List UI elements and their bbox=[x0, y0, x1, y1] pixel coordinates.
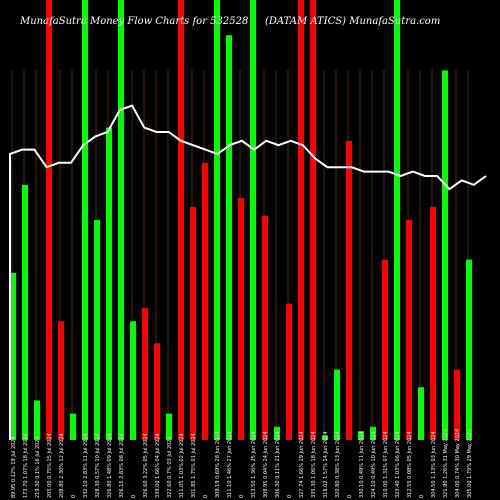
bar-green bbox=[393, 0, 400, 440]
x-tick-label: 330.10 0.49% 11 Jun 2024 bbox=[359, 431, 365, 498]
bar-red bbox=[45, 0, 52, 440]
x-tick-label: 327.74 1.66% 19 Jun 2024 bbox=[299, 431, 305, 498]
bar-red bbox=[141, 308, 148, 440]
bar-red bbox=[285, 303, 292, 440]
x-tick-label: 89.95 0.12% 19 Jul 2024 bbox=[11, 436, 17, 498]
bar-green bbox=[105, 127, 112, 440]
x-tick-label: 326.15 2.83% 08 Jul 2024 bbox=[119, 433, 125, 498]
x-tick-label: 0 bbox=[203, 495, 209, 498]
x-tick-label: 311.10 1.46% 27 Jun 2024 bbox=[227, 431, 233, 498]
x-tick-label: 326.80 1.48% 09 Jul 2024 bbox=[107, 433, 113, 498]
bar-red bbox=[177, 0, 184, 440]
bar-green bbox=[369, 426, 376, 440]
bar-green bbox=[225, 35, 232, 440]
x-tick-label: 309.19 0.69% 28 Jun 2024 bbox=[215, 431, 221, 498]
bar-green bbox=[21, 184, 28, 440]
bar-red bbox=[297, 0, 304, 440]
bar-green bbox=[321, 435, 328, 440]
x-tick-label: 0 bbox=[419, 495, 425, 498]
x-tick-label: 173.70 1.07% 18 Jul 2024 bbox=[23, 433, 29, 498]
bar-green bbox=[165, 413, 172, 440]
bar-red bbox=[237, 198, 244, 440]
x-tick-labels: 89.95 0.12% 19 Jul 2024 173.70 1.07% 18 J… bbox=[11, 429, 473, 498]
x-tick-label: 312.55 0.08% 05 Jun 2024 bbox=[407, 431, 413, 498]
x-tick-label: 304.00 0.74% 30 May 2024 bbox=[455, 429, 461, 498]
bar-green bbox=[357, 431, 364, 440]
bar-green bbox=[465, 259, 472, 440]
x-tick-label: 328.30 0.57% 10 Jul 2024 bbox=[95, 433, 101, 498]
bar-series bbox=[10, 0, 472, 441]
bar-red bbox=[201, 162, 208, 441]
x-tick-label: 324.10 0.49% 10 Jun 2024 bbox=[371, 431, 377, 498]
bar-red bbox=[153, 343, 160, 440]
x-tick-label: 0 bbox=[239, 495, 245, 498]
x-tick-label: 205.00 0.75% 15 Jul 2024 bbox=[47, 433, 53, 498]
x-tick-label: 306.30 0.11% 21 Jun 2024 bbox=[275, 431, 281, 498]
bar-red bbox=[189, 206, 196, 440]
bar-green bbox=[69, 413, 76, 440]
x-tick-label: 0 bbox=[347, 495, 353, 498]
bar-green bbox=[417, 387, 424, 440]
bar-red bbox=[57, 321, 64, 440]
bar-green bbox=[273, 426, 280, 440]
x-tick-label: 335.30 1.06% 18 Jun 2024 bbox=[311, 431, 317, 498]
x-tick-label: 301.85 1.75% 01 Jul 2024 bbox=[191, 433, 197, 498]
x-tick-label: 0 bbox=[287, 495, 293, 498]
x-tick-label: 332.10 2.83% 11 Jul 2024 bbox=[83, 433, 89, 498]
bar-green bbox=[129, 321, 136, 440]
x-tick-label: 208.80 2.30% 12 Jul 2024 bbox=[59, 433, 65, 498]
x-tick-label: 323.40 1.03% 06 Jun 2024 bbox=[395, 431, 401, 498]
bar-green bbox=[333, 369, 340, 440]
x-tick-label: 313.50 1.36% 25 Jun 2024 bbox=[251, 431, 257, 498]
x-tick-label: 305.00 1.79% 29 May 2024 bbox=[467, 429, 473, 498]
x-tick-label: 326.60 3.22% 05 Jul 2024 bbox=[143, 433, 149, 498]
bar-green bbox=[441, 70, 448, 441]
bar-green bbox=[33, 400, 40, 440]
bar-red bbox=[309, 0, 316, 440]
bar-red bbox=[261, 215, 268, 440]
bar-red bbox=[345, 140, 352, 441]
x-tick-label: 318.02 1.57% 14 Jun 2024 bbox=[323, 431, 329, 498]
x-tick-label: 339.00 1.66% 04 Jul 2024 bbox=[155, 433, 161, 498]
x-tick-label: 219.30 0.1% 16 Jul 2024 bbox=[35, 436, 41, 498]
bar-green bbox=[81, 0, 88, 440]
bar-red bbox=[429, 206, 436, 440]
bar-red bbox=[453, 369, 460, 440]
bar-green bbox=[117, 0, 124, 440]
bar-green bbox=[213, 0, 220, 440]
x-tick-label: 0 bbox=[131, 495, 137, 498]
x-tick-label: 0 bbox=[71, 495, 77, 498]
chart-title-right: (DATAM ATICS) MunafaSutra.com bbox=[265, 16, 440, 27]
money-flow-line bbox=[9, 104, 487, 440]
chart-title-left: MunafaSutra Money Flow Charts for 532528 bbox=[19, 16, 248, 27]
x-tick-label: 321.90 1.26% 31 May 2024 bbox=[443, 429, 449, 498]
bar-green bbox=[10, 272, 16, 440]
x-tick-label: 304.50 1.13% 03 Jun 2024 bbox=[431, 431, 437, 498]
x-tick-label: 311.05 1.03% 02 Jul 2024 bbox=[179, 433, 185, 498]
bar-green bbox=[93, 220, 100, 440]
x-tick-label: 308.95 0.04% 24 Jun 2024 bbox=[263, 431, 269, 498]
x-tick-label: 310.00 1.31% 07 Jun 2024 bbox=[383, 431, 389, 498]
bar-green bbox=[249, 0, 256, 440]
x-tick-label: 320.80 0.38% 13 Jun 2024 bbox=[335, 431, 341, 498]
x-tick-label: 322.60 0.7% 03 Jul 2024 bbox=[167, 436, 173, 498]
bar-red bbox=[405, 220, 412, 440]
bar-red bbox=[381, 259, 388, 440]
